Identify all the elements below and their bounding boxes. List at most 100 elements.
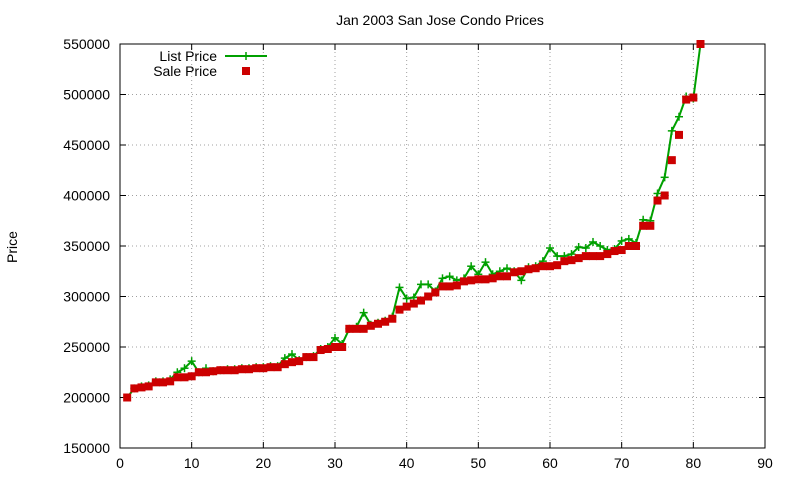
sale-price-point <box>352 324 361 333</box>
sale-price-point <box>209 367 218 376</box>
sale-price-point <box>596 252 605 261</box>
legend-label-list-price: List Price <box>159 48 217 64</box>
sale-price-point <box>574 254 583 263</box>
sale-price-point <box>474 275 483 284</box>
sale-price-point <box>194 368 203 377</box>
y-tick-label: 200000 <box>63 390 110 406</box>
sale-price-point <box>402 302 411 311</box>
sale-price-point <box>438 282 447 291</box>
sale-price-point <box>632 242 640 250</box>
sale-price-point <box>617 246 626 255</box>
sale-price-point <box>331 343 339 351</box>
list-price-point <box>596 242 605 250</box>
list-price-point <box>187 357 196 366</box>
list-price-point <box>424 280 433 289</box>
list-price-point <box>417 280 425 289</box>
list-price-point <box>581 244 590 253</box>
sale-price-point <box>180 373 189 382</box>
sale-price-point <box>130 384 139 393</box>
y-tick-label: 550000 <box>63 36 110 52</box>
sale-price-point <box>159 378 167 387</box>
legend-marker-sale-price <box>242 67 250 75</box>
sale-price-point <box>567 256 576 265</box>
sale-price-point <box>417 296 425 305</box>
sale-price-point <box>653 196 662 205</box>
sale-price-point <box>338 343 347 351</box>
sale-price-point <box>252 364 261 373</box>
list-price-point <box>331 333 339 342</box>
sale-price-point <box>424 292 433 301</box>
y-tick-label: 300000 <box>63 289 110 305</box>
list-price-point <box>481 258 490 267</box>
list-price-point <box>675 112 683 121</box>
tick-labels: 0 10 20 30 40 50 60 70 80 90 150000 200000 250000 300… <box>63 36 773 471</box>
sale-price-point <box>230 366 239 375</box>
list-price-point <box>546 244 554 253</box>
sale-price-point <box>345 324 354 333</box>
x-tick-label: 50 <box>471 455 487 471</box>
sale-price-point <box>696 40 705 48</box>
sale-price-point <box>639 221 648 230</box>
y-tick-label: 500000 <box>63 87 110 103</box>
x-tick-label: 70 <box>614 455 630 471</box>
list-price-point <box>503 264 511 273</box>
list-price-point <box>395 283 404 292</box>
sale-price-point <box>517 267 526 276</box>
sale-price-point <box>646 221 655 230</box>
list-price-point <box>180 364 189 373</box>
sale-price-point <box>682 95 691 104</box>
sale-price-point <box>237 365 246 374</box>
sale-price-point <box>675 130 683 139</box>
sale-price-point <box>481 275 490 284</box>
list-price-point <box>589 237 597 246</box>
y-axis-label: Price <box>4 231 20 263</box>
x-tick-label: 40 <box>399 455 415 471</box>
sale-price-point <box>546 262 554 271</box>
sale-price-point <box>173 373 182 382</box>
sale-price-point <box>151 378 160 387</box>
sale-price-point <box>323 345 332 354</box>
legend: List Price Sale Price <box>153 48 267 79</box>
grid <box>120 44 765 448</box>
sale-price-point <box>510 268 519 277</box>
sale-price-point <box>488 274 497 283</box>
x-tick-label: 30 <box>327 455 343 471</box>
sale-price-point <box>359 324 368 333</box>
sale-price-point <box>266 363 275 372</box>
y-tick-label: 450000 <box>63 137 110 153</box>
sale-price-point <box>309 353 318 362</box>
sale-price-point <box>280 360 289 369</box>
legend-marker-list-price <box>242 52 250 60</box>
x-tick-label: 10 <box>184 455 200 471</box>
x-tick-label: 0 <box>116 455 124 471</box>
x-tick-label: 90 <box>757 455 773 471</box>
sale-price-point <box>259 364 268 373</box>
sale-price-point <box>445 282 454 291</box>
sale-price-point <box>624 242 633 250</box>
sale-price-point <box>610 247 619 256</box>
sale-price-point <box>531 264 540 273</box>
list-price-point <box>660 173 669 182</box>
list-price-point <box>653 189 662 198</box>
sale-price-point <box>495 272 504 281</box>
y-tick-label: 250000 <box>63 339 110 355</box>
sale-price-point <box>553 261 562 270</box>
sale-price-point <box>460 277 468 286</box>
sale-price-point <box>295 357 304 366</box>
sale-price-point <box>395 305 404 314</box>
list-price-point <box>617 236 626 245</box>
sale-price-point <box>581 252 590 261</box>
sale-price-point <box>366 321 375 330</box>
sale-price-point <box>560 257 569 266</box>
sale-price-point <box>467 276 476 285</box>
y-tick-label: 350000 <box>63 238 110 254</box>
x-tick-label: 60 <box>542 455 558 471</box>
list-price-point <box>517 276 526 285</box>
list-price-point <box>624 234 633 243</box>
sale-price-point <box>388 314 397 323</box>
sale-price-point <box>187 372 196 381</box>
list-price-point <box>359 308 368 317</box>
sale-price-point <box>288 358 296 367</box>
sale-price-point <box>431 288 440 297</box>
